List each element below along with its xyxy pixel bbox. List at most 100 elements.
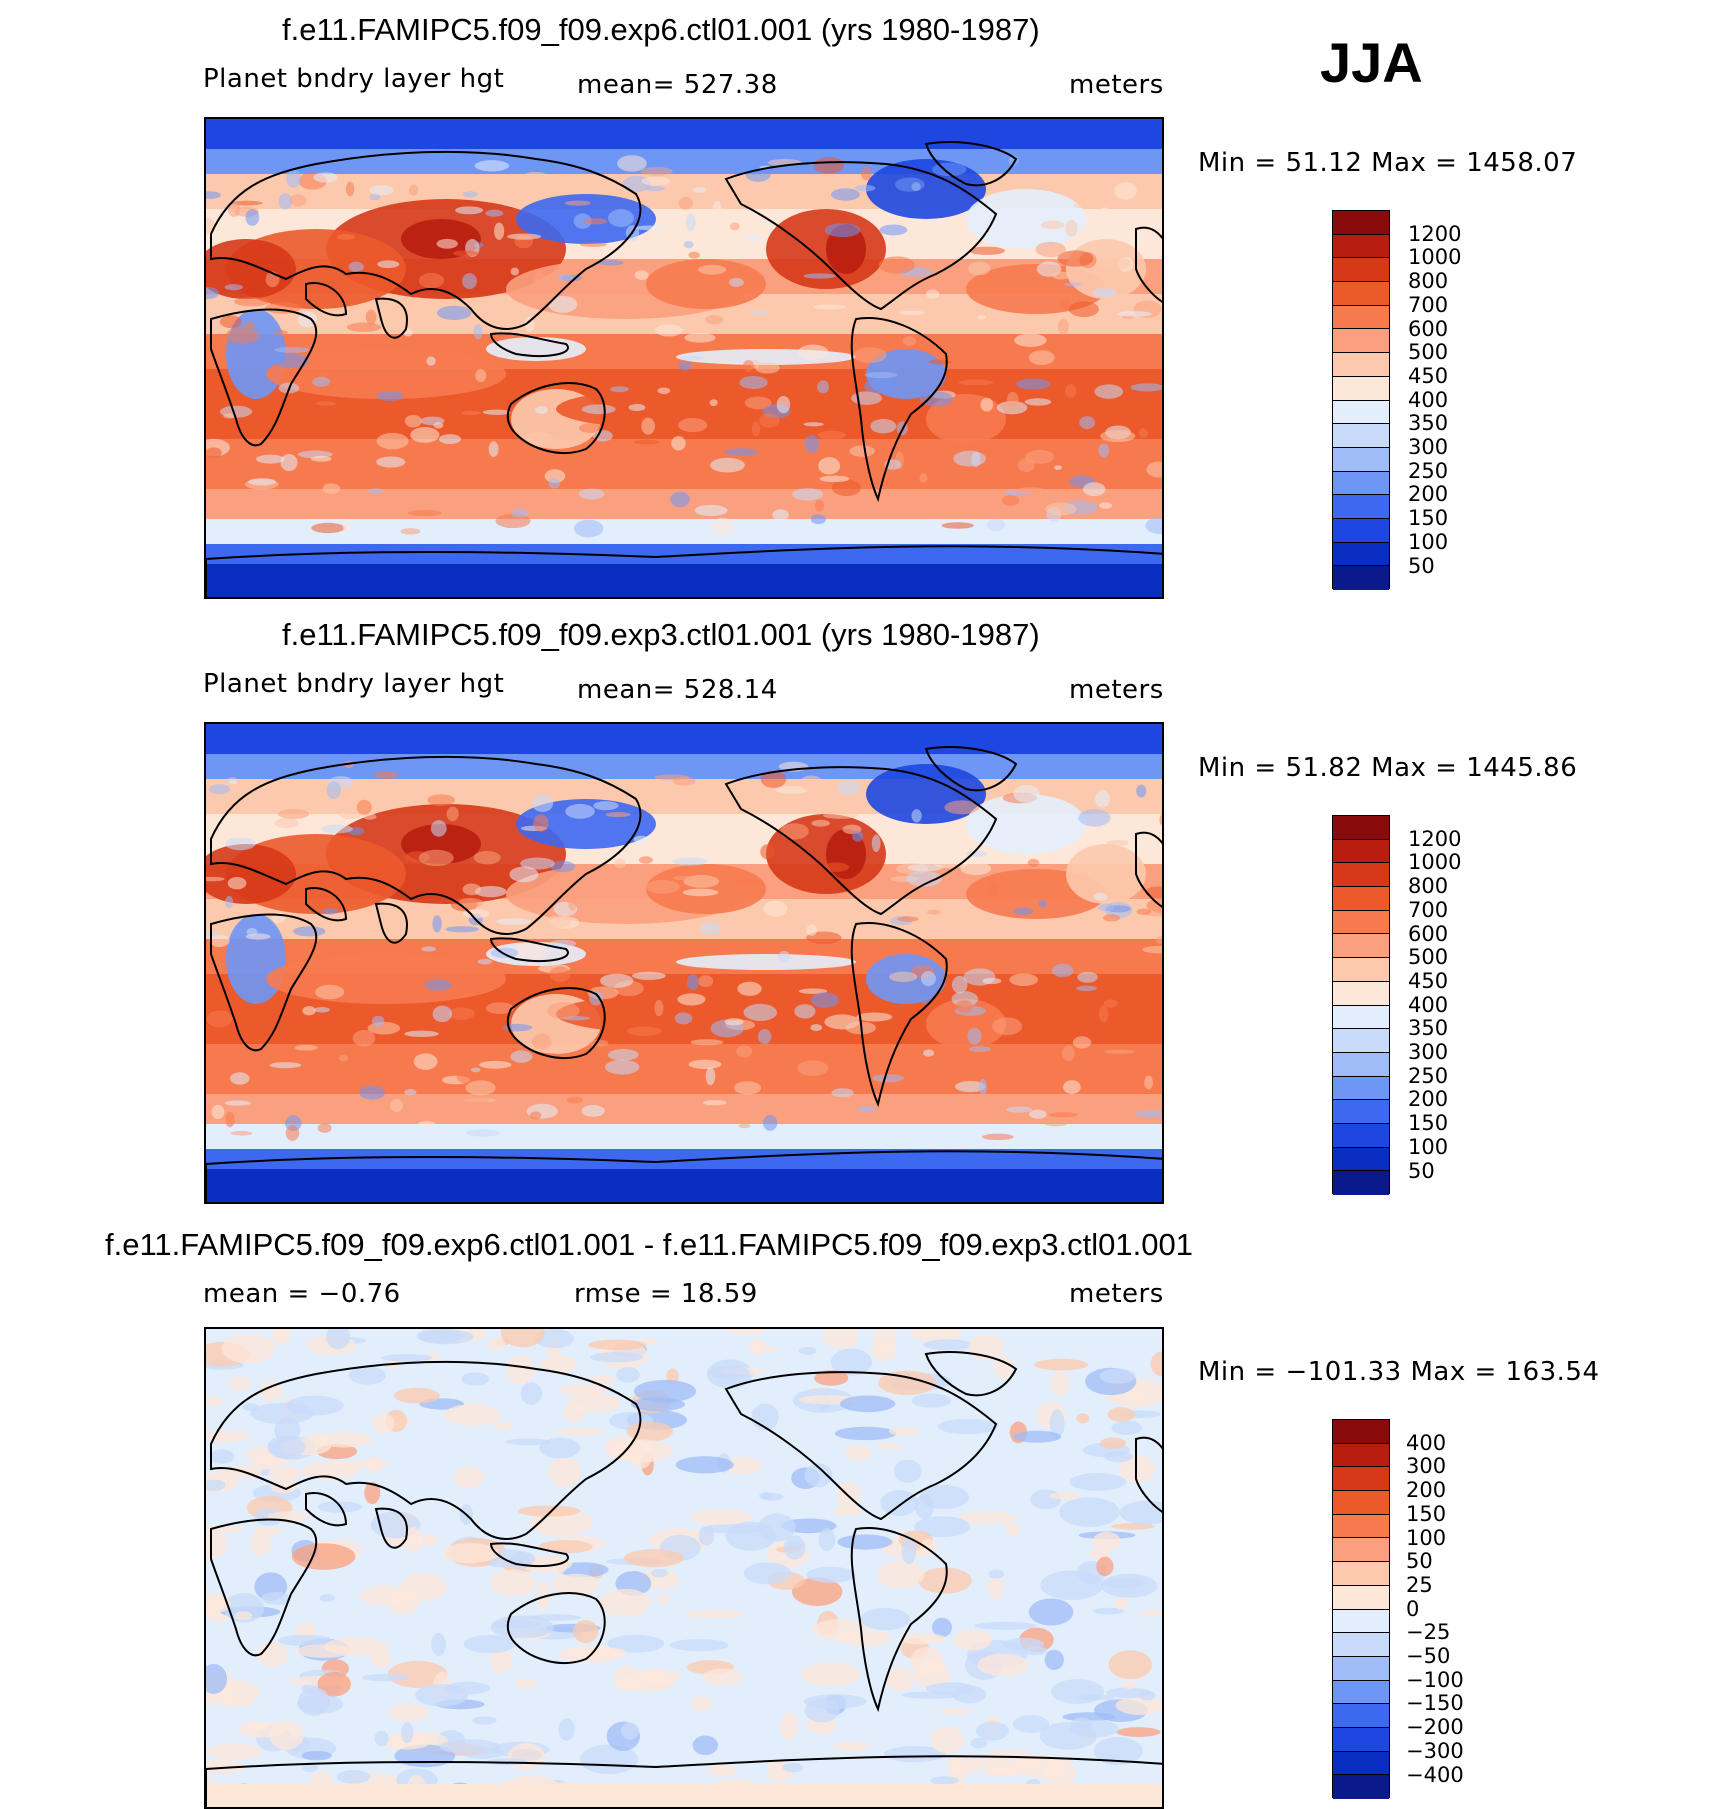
field-speckle: [535, 406, 548, 414]
field-speckle: [256, 454, 285, 464]
panel3-map: [204, 1327, 1164, 1809]
field-anomaly: [634, 1379, 697, 1403]
field-speckle: [367, 1021, 401, 1035]
field-speckle: [424, 979, 452, 991]
field-speckle: [911, 182, 921, 192]
field-speckle: [671, 436, 686, 451]
field-speckle: [1144, 1075, 1154, 1090]
field-speckle: [470, 1067, 481, 1073]
field-speckle: [1145, 517, 1162, 535]
colorbar-level-label: −25: [1406, 1620, 1451, 1645]
field-speckle: [728, 277, 744, 288]
field-anomaly: [1092, 1531, 1121, 1552]
field-speckle: [311, 522, 345, 534]
field-speckle: [445, 926, 479, 933]
coastline: [210, 150, 642, 330]
field-anomaly: [613, 1665, 641, 1693]
field-speckle: [763, 900, 788, 917]
field-anomaly: [1092, 1607, 1125, 1615]
coastline: [210, 913, 318, 1052]
field-speckle: [822, 862, 850, 873]
field-anomaly: [453, 1466, 484, 1488]
coastline: [724, 1371, 998, 1521]
field-speckle: [652, 1044, 684, 1052]
field-anomaly: [814, 1370, 849, 1386]
colorbar-level-label: 600: [1408, 921, 1449, 946]
field-anomaly: [761, 1493, 784, 1501]
field-speckle: [338, 807, 364, 820]
field-speckle: [1053, 465, 1062, 470]
field-anomaly: [806, 1566, 856, 1583]
field-speckle: [313, 172, 338, 183]
colorbar-level-label: 350: [1408, 411, 1449, 436]
field-speckle: [592, 430, 613, 442]
field-speckle: [404, 414, 422, 428]
colorbar-level-label: 100: [1408, 529, 1449, 554]
field-anomaly: [1114, 1597, 1129, 1610]
field-anomaly: [723, 1329, 768, 1335]
coastline: [305, 282, 408, 339]
field-speckle: [903, 336, 917, 346]
field-anomaly: [206, 1479, 226, 1491]
colorbar-swatches: [1332, 1419, 1390, 1799]
field-anomaly: [505, 1438, 552, 1446]
field-speckle: [751, 421, 761, 436]
coastline: [850, 922, 948, 1108]
colorbar-swatch: [1333, 1171, 1389, 1195]
field-anomaly: [1044, 1649, 1064, 1670]
field-anomaly: [709, 1365, 751, 1380]
field-speckle: [211, 1104, 225, 1120]
field-speckle: [678, 418, 708, 433]
field-speckle: [705, 1067, 716, 1086]
field-speckle: [1103, 999, 1118, 1008]
field-anomaly: [336, 1770, 371, 1784]
field-speckle: [677, 993, 706, 1006]
field-speckle: [356, 799, 372, 815]
field-speckle: [1044, 502, 1077, 516]
field-anomaly: [1040, 1570, 1104, 1600]
field-speckle: [831, 479, 862, 497]
field-speckle: [1136, 784, 1147, 798]
coastline: [489, 1542, 569, 1567]
field-speckle: [310, 455, 332, 462]
field-speckle: [729, 222, 740, 231]
field-speckle: [634, 270, 649, 281]
field-anomaly: [206, 1743, 263, 1760]
colorbar-swatch: [1333, 958, 1389, 982]
field-speckle: [322, 483, 341, 494]
field-speckle: [234, 297, 270, 307]
field-speckle: [548, 478, 560, 489]
field-speckle: [871, 834, 881, 853]
field-speckle: [373, 771, 399, 780]
field-speckle: [837, 780, 861, 796]
field-speckle: [473, 324, 483, 340]
panel3-minmax: Min = −101.33 Max = 163.54: [1198, 1357, 1600, 1387]
field-anomaly: [439, 1739, 501, 1755]
field-anomaly: [301, 1750, 332, 1761]
field-anomaly: [803, 1694, 867, 1709]
field-speckle: [1014, 333, 1047, 347]
field-speckle: [474, 886, 507, 898]
field-speckle: [968, 261, 991, 276]
field-speckle: [878, 256, 915, 274]
field-speckle: [744, 396, 772, 410]
coastline: [489, 332, 569, 357]
colorbar-level-label: 150: [1408, 1111, 1449, 1136]
field-anomaly: [297, 1687, 331, 1716]
field-speckle: [509, 866, 539, 883]
field-band: [206, 1784, 1162, 1807]
field-speckle: [760, 770, 787, 788]
field-speckle: [824, 223, 861, 238]
field-speckle: [244, 321, 255, 329]
field-speckle: [550, 860, 575, 873]
coastline: [210, 308, 318, 447]
field-speckle: [246, 928, 258, 937]
field-speckle: [864, 371, 898, 379]
field-speckle: [1055, 1062, 1067, 1068]
colorbar-swatches: [1332, 815, 1390, 1195]
field-speckle: [906, 870, 942, 887]
field-speckle: [967, 1027, 982, 1045]
field-speckle: [1077, 971, 1098, 983]
field-speckle: [702, 1100, 727, 1106]
field-anomaly: [877, 1443, 904, 1450]
